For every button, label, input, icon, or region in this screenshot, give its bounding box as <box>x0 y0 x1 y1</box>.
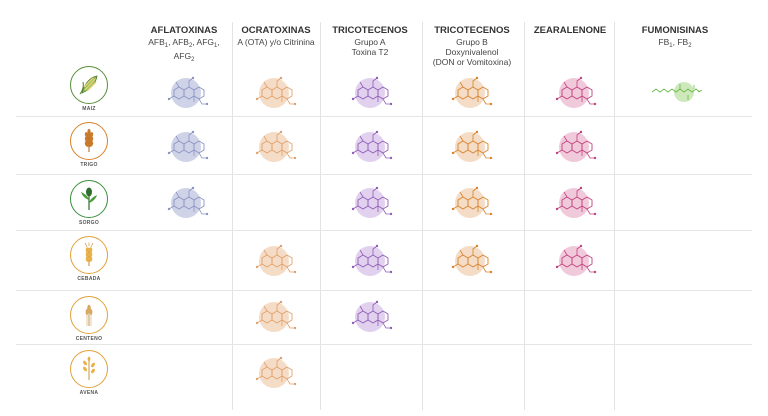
row-divider <box>16 116 752 117</box>
crop-maiz: MAIZ <box>66 66 112 112</box>
header-aflatoxinas: AFLATOXINAS AFB1, AFB2, AFG1, AFG2 <box>138 26 230 65</box>
molecule-ocratoxinas-avena <box>246 350 302 394</box>
molecule-aflatoxinas-sorgo <box>158 180 214 224</box>
molecule-tricotecenos_a-maiz <box>342 70 398 114</box>
header-tricotecenos-b: TRICOTECENOS Grupo B Doxynivalenol (DON … <box>420 25 524 68</box>
header-sub: AFB1, AFB2, AFG1, AFG2 <box>148 37 220 63</box>
corn-icon <box>70 66 108 104</box>
header-title: AFLATOXINAS <box>150 25 218 36</box>
header-sub-line: Grupo B <box>456 37 488 47</box>
header-title: OCRATOXINAS <box>241 25 311 36</box>
header-title: FUMONISINAS <box>641 25 709 36</box>
molecule-ocratoxinas-maiz <box>246 70 302 114</box>
molecule-tricotecenos_a-cebada <box>342 238 398 282</box>
row-divider <box>16 230 752 231</box>
crop-centeno: CENTENO <box>66 296 112 342</box>
column-divider <box>614 22 615 410</box>
barley-icon <box>70 236 108 274</box>
molecule-tricotecenos_a-trigo <box>342 124 398 168</box>
crop-avena: AVENA <box>66 350 112 396</box>
crop-label: SORGO <box>78 220 100 226</box>
header-fumonisinas: FUMONISINAS FB1, FB2 <box>620 26 730 51</box>
molecule-fumonisinas-maiz <box>646 70 710 114</box>
column-divider <box>422 22 423 410</box>
header-sub-line: Grupo A <box>354 37 386 47</box>
molecule-tricotecenos_a-centeno <box>342 294 398 338</box>
crop-cebada: CEBADA <box>66 236 112 282</box>
header-sub-line: Toxina T2 <box>351 47 389 57</box>
crop-sorgo: SORGO <box>66 180 112 226</box>
molecule-tricotecenos_b-maiz <box>442 70 498 114</box>
header-sub: FB1, FB2 <box>658 37 692 49</box>
crop-label: TRIGO <box>80 162 98 168</box>
molecule-tricotecenos_b-trigo <box>442 124 498 168</box>
molecule-zearalenone-maiz <box>546 70 602 114</box>
molecule-tricotecenos_b-sorgo <box>442 180 498 224</box>
column-divider <box>320 22 321 410</box>
row-divider <box>16 290 752 291</box>
molecule-tricotecenos_a-sorgo <box>342 180 398 224</box>
molecule-zearalenone-sorgo <box>546 180 602 224</box>
molecule-ocratoxinas-cebada <box>246 238 302 282</box>
crop-label: AVENA <box>79 390 99 396</box>
molecule-zearalenone-trigo <box>546 124 602 168</box>
row-divider <box>16 174 752 175</box>
molecule-aflatoxinas-trigo <box>158 124 214 168</box>
header-title: ZEARALENONE <box>533 25 607 36</box>
header-sub-line: Doxynivalenol <box>445 47 499 57</box>
crop-label: MAIZ <box>82 106 96 112</box>
header-sub-line: A (OTA) y/o Citrinina <box>237 37 315 47</box>
header-zearalenone: ZEARALENONE <box>526 26 614 37</box>
header-tricotecenos-a: TRICOTECENOS Grupo A Toxina T2 <box>322 25 418 58</box>
header-title: TRICOTECENOS <box>434 25 510 36</box>
crop-label: CENTENO <box>75 336 103 342</box>
molecule-aflatoxinas-maiz <box>158 70 214 114</box>
sorghum-icon <box>70 180 108 218</box>
header-ocratoxinas: OCRATOXINAS A (OTA) y/o Citrinina <box>234 25 318 48</box>
molecule-zearalenone-cebada <box>546 238 602 282</box>
oat-icon <box>70 350 108 388</box>
wheat-icon <box>70 122 108 160</box>
row-divider <box>16 344 752 345</box>
rye-icon <box>70 296 108 334</box>
crop-label: CEBADA <box>77 276 101 282</box>
crop-trigo: TRIGO <box>66 122 112 168</box>
molecule-ocratoxinas-trigo <box>246 124 302 168</box>
molecule-ocratoxinas-centeno <box>246 294 302 338</box>
header-sub-line: (DON or Vomitoxina) <box>432 57 512 67</box>
column-divider <box>232 22 233 410</box>
header-title: TRICOTECENOS <box>332 25 408 36</box>
column-divider <box>524 22 525 410</box>
molecule-tricotecenos_b-cebada <box>442 238 498 282</box>
